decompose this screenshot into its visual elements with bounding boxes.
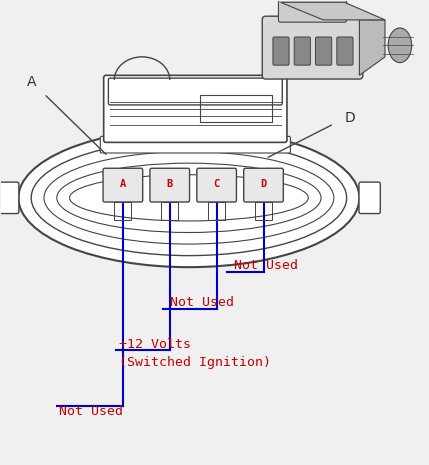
FancyBboxPatch shape	[197, 168, 236, 202]
FancyBboxPatch shape	[294, 37, 311, 65]
FancyBboxPatch shape	[278, 0, 347, 22]
FancyBboxPatch shape	[103, 168, 143, 202]
FancyBboxPatch shape	[244, 168, 283, 202]
Text: D: D	[260, 179, 267, 189]
FancyBboxPatch shape	[104, 75, 287, 142]
FancyBboxPatch shape	[262, 16, 363, 79]
Ellipse shape	[388, 28, 412, 63]
FancyBboxPatch shape	[359, 182, 380, 213]
Bar	[199, 95, 272, 122]
FancyBboxPatch shape	[0, 182, 19, 213]
Text: A: A	[120, 179, 126, 189]
Bar	[115, 202, 131, 220]
Text: Not Used: Not Used	[170, 296, 234, 309]
FancyBboxPatch shape	[273, 37, 289, 65]
FancyBboxPatch shape	[100, 136, 290, 153]
Text: D: D	[344, 111, 355, 125]
Ellipse shape	[18, 128, 360, 267]
FancyBboxPatch shape	[315, 37, 332, 65]
Text: B: B	[166, 179, 173, 189]
Polygon shape	[360, 20, 385, 75]
Polygon shape	[281, 2, 385, 20]
FancyBboxPatch shape	[150, 168, 190, 202]
Bar	[255, 202, 272, 220]
Text: +12 Volts: +12 Volts	[118, 338, 190, 351]
FancyBboxPatch shape	[109, 78, 282, 105]
Text: Not Used: Not Used	[234, 259, 298, 272]
Text: A: A	[27, 75, 36, 89]
Text: (Switched Ignition): (Switched Ignition)	[118, 356, 271, 369]
Bar	[161, 202, 178, 220]
FancyBboxPatch shape	[337, 37, 353, 65]
Bar	[208, 202, 225, 220]
Text: Not Used: Not Used	[59, 405, 123, 419]
Text: C: C	[214, 179, 220, 189]
